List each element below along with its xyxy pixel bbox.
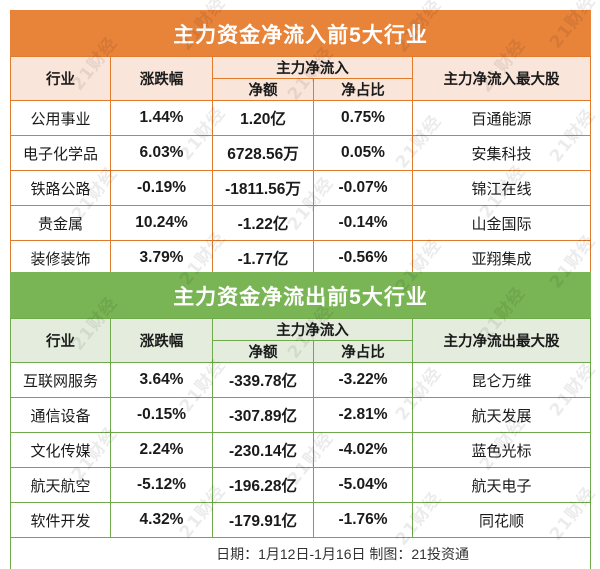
cell-top-stock: 锦江在线 (411, 170, 592, 206)
outflow-header-row-top: 行业 涨跌幅 主力净流入 主力净流出最大股 (10, 318, 592, 363)
cell-change: -0.15% (110, 397, 213, 433)
footer-note: 日期：1月12日-1月16日 制图：21投资通 (216, 546, 469, 562)
cell-amount: 6728.56万 (212, 135, 314, 171)
cell-change: -0.19% (110, 170, 213, 206)
outflow-title-row: 主力资金净流出前5大行业 (9, 272, 592, 319)
cell-top-stock: 昆仑万维 (411, 362, 592, 398)
cell-change: -5.12% (110, 467, 213, 503)
cell-top-stock: 山金国际 (411, 205, 592, 241)
cell-industry: 公用事业 (10, 100, 111, 136)
cell-industry: 贵金属 (10, 205, 111, 241)
cell-top-stock: 同花顺 (411, 502, 592, 538)
cell-industry: 装修装饰 (10, 240, 111, 276)
cell-ratio: -3.22% (313, 362, 413, 398)
cell-top-stock: 航天电子 (411, 467, 592, 503)
inflow-title-row: 主力资金净流入前5大行业 (9, 10, 592, 57)
cell-ratio: 0.75% (313, 100, 413, 136)
cell-amount: -230.14亿 (212, 432, 314, 468)
cell-top-stock: 百通能源 (411, 100, 592, 136)
cell-change: 2.24% (110, 432, 213, 468)
table-row: 通信设备 -0.15% -307.89亿 -2.81% 航天发展 (10, 397, 592, 433)
cell-ratio: -5.04% (313, 467, 413, 503)
footer-row: 日期：1月12日-1月16日 制图：21投资通 (9, 537, 592, 569)
cell-industry: 文化传媒 (10, 432, 111, 468)
cell-change: 1.44% (110, 100, 213, 136)
table-row: 软件开发 4.32% -179.91亿 -1.76% 同花顺 (10, 502, 592, 538)
cell-amount: 1.20亿 (212, 100, 314, 136)
table-row: 文化传媒 2.24% -230.14亿 -4.02% 蓝色光标 (10, 432, 592, 468)
cell-ratio: -0.56% (313, 240, 413, 276)
header-ratio: 净占比 (313, 78, 413, 101)
header-netflow-group: 主力净流入 (212, 318, 413, 341)
cell-amount: -1.22亿 (212, 205, 314, 241)
cell-ratio: -4.02% (313, 432, 413, 468)
cell-ratio: -2.81% (313, 397, 413, 433)
cell-industry: 电子化学品 (10, 135, 111, 171)
header-industry: 行业 (10, 56, 111, 101)
cell-industry: 铁路公路 (10, 170, 111, 206)
cell-top-stock: 航天发展 (411, 397, 592, 433)
table-row: 公用事业 1.44% 1.20亿 0.75% 百通能源 (10, 100, 592, 136)
cell-change: 3.64% (110, 362, 213, 398)
header-netflow-group: 主力净流入 (212, 56, 413, 79)
cell-change: 3.79% (110, 240, 213, 276)
inflow-header-row-bottom: 净额 净占比 (11, 78, 591, 101)
outflow-table: 主力资金净流出前5大行业 行业 涨跌幅 主力净流入 主力净流出最大股 净额 净占… (9, 272, 592, 569)
table-row: 铁路公路 -0.19% -1811.56万 -0.07% 锦江在线 (10, 170, 592, 206)
header-industry: 行业 (10, 318, 111, 363)
outflow-header-row-bottom: 净额 净占比 (11, 340, 591, 363)
header-top-stock: 主力净流出最大股 (411, 318, 592, 363)
footer-note-cell: 日期：1月12日-1月16日 制图：21投资通 (9, 537, 592, 569)
cell-amount: -196.28亿 (212, 467, 314, 503)
cell-amount: -1.77亿 (212, 240, 314, 276)
cell-ratio: 0.05% (313, 135, 413, 171)
header-ratio: 净占比 (313, 340, 413, 363)
cell-amount: -179.91亿 (212, 502, 314, 538)
cell-industry: 通信设备 (10, 397, 111, 433)
table-row: 装修装饰 3.79% -1.77亿 -0.56% 亚翔集成 (10, 240, 592, 276)
cell-amount: -307.89亿 (212, 397, 314, 433)
cell-ratio: -1.76% (313, 502, 413, 538)
cell-industry: 软件开发 (10, 502, 111, 538)
table-row: 电子化学品 6.03% 6728.56万 0.05% 安集科技 (10, 135, 592, 171)
inflow-title: 主力资金净流入前5大行业 (9, 10, 592, 57)
cell-change: 10.24% (110, 205, 213, 241)
inflow-header-row-top: 行业 涨跌幅 主力净流入 主力净流入最大股 (10, 56, 592, 101)
table-row: 航天航空 -5.12% -196.28亿 -5.04% 航天电子 (10, 467, 592, 503)
cell-industry: 航天航空 (10, 467, 111, 503)
cell-change: 4.32% (110, 502, 213, 538)
cell-industry: 互联网服务 (10, 362, 111, 398)
header-top-stock: 主力净流入最大股 (411, 56, 592, 101)
cell-ratio: -0.14% (313, 205, 413, 241)
outflow-title: 主力资金净流出前5大行业 (9, 272, 592, 319)
header-change: 涨跌幅 (110, 318, 213, 363)
cell-top-stock: 蓝色光标 (411, 432, 592, 468)
inflow-table: 主力资金净流入前5大行业 行业 涨跌幅 主力净流入 主力净流入最大股 净额 净占… (9, 10, 592, 276)
header-amount: 净额 (212, 78, 314, 101)
header-amount: 净额 (212, 340, 314, 363)
cell-top-stock: 安集科技 (411, 135, 592, 171)
cell-top-stock: 亚翔集成 (411, 240, 592, 276)
cell-change: 6.03% (110, 135, 213, 171)
header-change: 涨跌幅 (110, 56, 213, 101)
cell-ratio: -0.07% (313, 170, 413, 206)
cell-amount: -1811.56万 (212, 170, 314, 206)
table-row: 贵金属 10.24% -1.22亿 -0.14% 山金国际 (10, 205, 592, 241)
table-row: 互联网服务 3.64% -339.78亿 -3.22% 昆仑万维 (10, 362, 592, 398)
cell-amount: -339.78亿 (212, 362, 314, 398)
